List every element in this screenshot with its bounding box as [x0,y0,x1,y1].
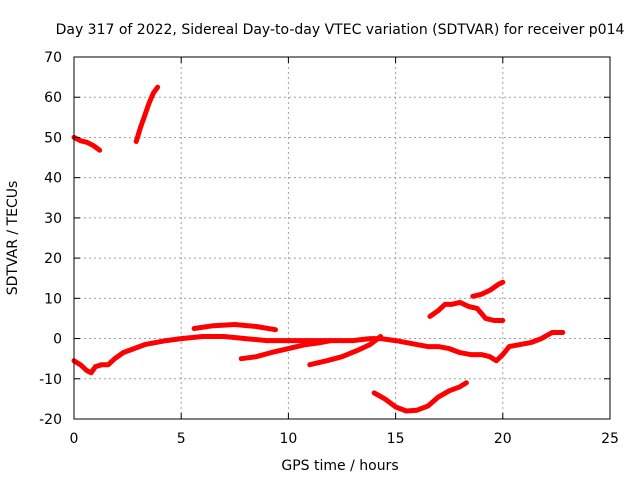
y-tick-label: 60 [44,90,62,106]
x-tick-label: 10 [279,431,297,447]
x-tick-label: 25 [601,431,619,447]
y-tick-label: -20 [39,412,62,428]
x-tick-label: 20 [494,431,512,447]
x-tick-label: 15 [387,431,405,447]
series-trace-8 [427,299,506,323]
x-tick-label: 5 [177,431,186,447]
x-tick-labels: 0 5 10 15 20 25 [70,431,619,447]
grid-lines [74,57,610,419]
y-tick-label: 10 [44,291,62,307]
plot-frame [73,56,611,420]
y-tick-label: 70 [44,50,62,66]
y-tick-labels: -20 -10 0 10 20 30 40 50 60 70 [39,50,62,428]
x-tick-label: 0 [70,431,79,447]
data-series [71,84,566,414]
axis-ticks [73,56,611,420]
series-trace-5 [238,338,334,362]
series-trace-2 [133,84,161,144]
series-trace-9 [470,279,506,299]
series-trace-7 [371,380,469,414]
y-tick-label: -10 [39,372,62,388]
y-tick-label: 40 [44,171,62,187]
series-trace-1 [71,134,103,153]
series-trace-3 [71,330,566,376]
chart-title: Day 317 of 2022, Sidereal Day-to-day VTE… [56,22,625,38]
y-tick-label: 50 [44,130,62,146]
y-tick-label: 0 [53,332,62,348]
x-axis-label: GPS time / hours [281,458,398,474]
series-trace-4 [191,322,278,333]
series-trace-6 [307,334,384,368]
y-tick-label: 30 [44,211,62,227]
y-tick-label: 20 [44,251,62,267]
y-axis-label: SDTVAR / TECUs [5,181,21,296]
